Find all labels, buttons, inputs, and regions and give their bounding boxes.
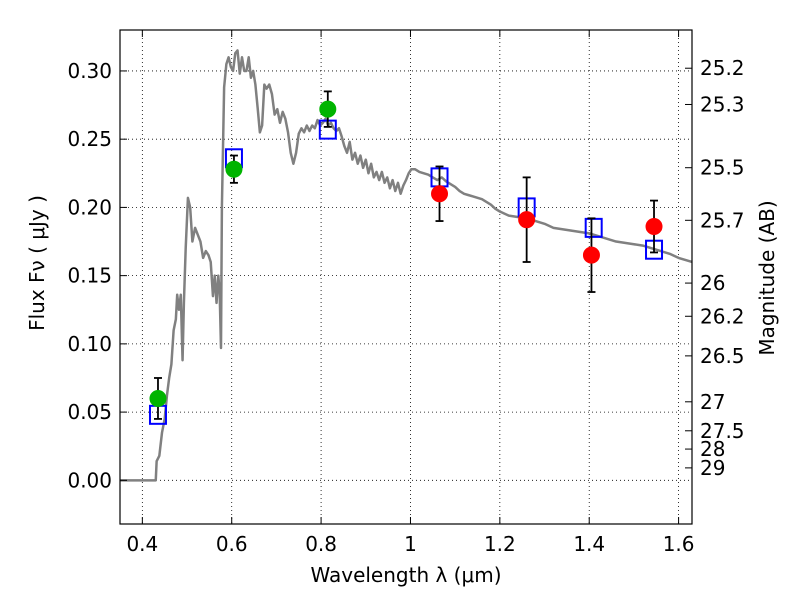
mag-tick-label: 25.7 [700,208,745,232]
x-tick-label: 1.4 [573,532,605,556]
x-tick-label: 0.4 [126,532,158,556]
y-axis-label-right: Magnitude (AB) [755,200,779,355]
green-data-point [319,100,337,118]
mag-tick-label: 25.3 [700,92,745,116]
mag-tick-label: 26 [700,271,725,295]
red-data-point [645,218,663,236]
mag-tick-label: 27.5 [700,419,745,443]
mag-tick-label: 29 [700,456,725,480]
green-data-point [149,389,167,407]
plot-frame [119,29,693,525]
axis-ticks: 0.4 0.6 0.8 1 1.2 1.4 1.6 0.00 0.05 0.10 0.15 0.20 0… [67,30,745,556]
x-tick-label: 1 [404,532,417,556]
red-data-point [518,211,536,229]
x-tick-label: 1.2 [484,532,516,556]
mag-tick-label: 27 [700,390,725,414]
x-axis-label: Wavelength λ (μm) [310,563,501,587]
y-tick-label: 0.25 [67,127,112,151]
y-tick-label: 0.30 [67,59,112,83]
x-tick-label: 0.8 [305,532,337,556]
model-spectrum-line [120,49,692,482]
mag-tick-label: 25.2 [700,56,745,80]
mag-tick-label: 28 [700,437,725,461]
mag-tick-label: 25.5 [700,156,745,180]
y-tick-label: 0.10 [67,332,112,356]
y-tick-label: 0.20 [67,195,112,219]
grid-lines [120,30,692,524]
green-data-point [225,160,243,178]
red-data-point [431,185,449,203]
mag-tick-label: 26.2 [700,304,745,328]
plot-series [120,49,692,482]
plot-area [120,49,692,482]
x-tick-label: 0.6 [216,532,248,556]
y-tick-label: 0.05 [67,400,112,424]
y-axis-label-left: Flux Fν ( μJy ) [25,195,49,331]
mag-tick-label: 26.5 [700,344,745,368]
y-tick-label: 0.00 [67,468,112,492]
y-tick-label: 0.15 [67,264,112,288]
x-tick-label: 1.6 [663,532,695,556]
red-data-point [582,246,600,264]
